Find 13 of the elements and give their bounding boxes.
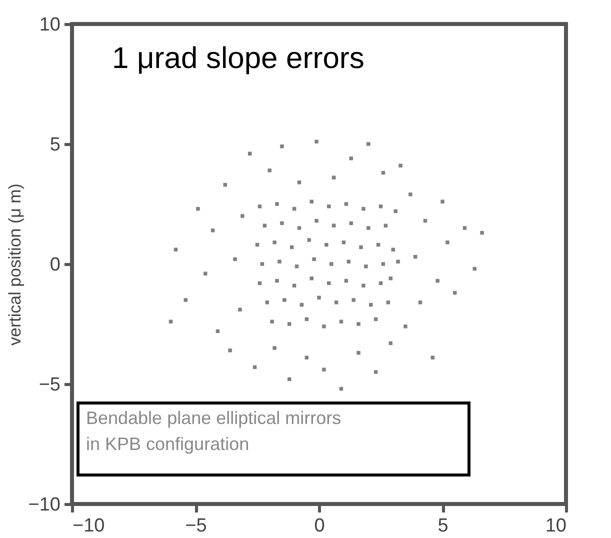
x-tick-label: 5 [438,516,448,536]
x-tick-label: 0 [314,516,325,536]
x-tick-label: 10 [545,516,566,536]
y-tick-label: 0 [50,254,60,276]
y-tick-label: 5 [50,134,60,156]
y-tick-label: −5 [38,374,60,396]
text: 1 μrad slope errors [112,42,364,75]
y-tick-label: −10 [28,494,60,516]
x-tick-label: −5 [185,516,207,536]
y-axis-title: vertical position (μ m) [5,184,24,346]
x-tick-label: −10 [72,516,105,536]
annotation: Bendable plane elliptical mirrors in KPB configuration [86,408,342,454]
y-tick-label: 10 [39,14,60,36]
